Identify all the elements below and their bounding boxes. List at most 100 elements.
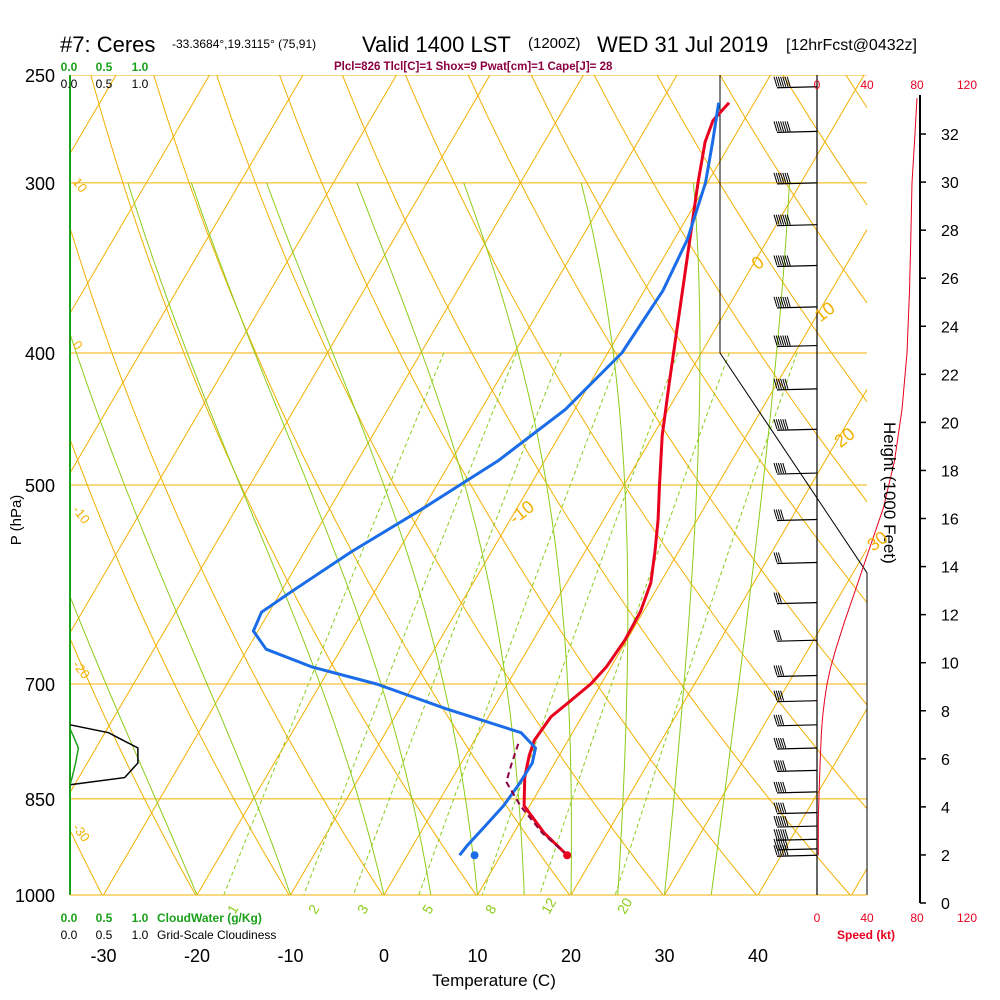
wind-barb-feather xyxy=(777,462,782,474)
wind-barb-feather xyxy=(786,76,791,87)
valid-date: WED 31 Jul 2019 xyxy=(597,32,768,57)
height-tick-label: 10 xyxy=(941,656,959,673)
dry-adiabat xyxy=(90,75,477,895)
wind-barb-feather xyxy=(773,592,778,603)
height-tick-label: 2 xyxy=(941,848,950,865)
wind-barb-feather xyxy=(773,737,778,749)
moist-adiabat xyxy=(70,332,291,895)
wind-barb-feather xyxy=(773,781,778,793)
isotherm-line xyxy=(477,228,867,895)
wind-barb-feather xyxy=(773,462,778,474)
wind-barb xyxy=(773,172,818,185)
isotherm-label: 10 xyxy=(811,298,839,326)
station-title: #7: Ceres xyxy=(60,32,155,57)
wind-barb-feather xyxy=(777,172,782,183)
temperature-tick-label: 20 xyxy=(561,946,581,966)
wind-barb-feather xyxy=(777,665,782,676)
height-axis-title: Height (1000 Feet) xyxy=(880,422,899,564)
wind-barb-feather xyxy=(782,335,787,346)
dry-adiabat xyxy=(70,226,384,895)
wind-barb xyxy=(773,552,818,565)
wind-barb xyxy=(773,335,818,348)
mixing-ratio-line xyxy=(352,352,562,895)
wind-barb-feather xyxy=(773,552,778,563)
wind-barb-feather xyxy=(773,630,778,641)
wind-barb-feather xyxy=(780,76,785,87)
wind-barb-feather xyxy=(773,214,778,225)
wind-barb-feather xyxy=(780,214,785,225)
height-tick-label: 20 xyxy=(941,415,959,432)
wind-barb xyxy=(773,665,818,678)
speed-scale-top-label: 80 xyxy=(910,78,924,92)
wind-barb-shaft xyxy=(776,86,818,89)
wind-barb-shaft xyxy=(776,700,818,703)
wind-barb-feather xyxy=(777,815,782,827)
dewpoint-line xyxy=(251,102,721,857)
wind-barb-feather xyxy=(782,121,787,132)
wind-barb-feather xyxy=(782,737,787,749)
height-tick-label: 8 xyxy=(941,704,950,721)
wind-barb-feather xyxy=(775,462,780,474)
speed-scale-top-label: 120 xyxy=(957,78,977,92)
isotherm-line xyxy=(0,75,23,895)
mixing-ratio-line xyxy=(418,352,621,895)
cloudiness-scale-bottom-label: 0.5 xyxy=(96,928,113,942)
wind-barb-shaft xyxy=(776,724,818,727)
dry-adiabat xyxy=(909,75,1000,895)
wind-barb xyxy=(773,121,818,133)
profile-series xyxy=(251,101,731,860)
wind-barb-feather xyxy=(782,462,787,474)
wind-barb-shaft xyxy=(776,674,818,678)
wind-barb-feather xyxy=(782,76,787,87)
height-tick-label: 28 xyxy=(941,223,959,240)
wind-barb xyxy=(773,815,818,828)
wind-barb-shaft xyxy=(776,224,818,227)
isotherm-line xyxy=(70,75,397,634)
wind-barb-feather xyxy=(773,802,778,813)
wind-barb-feather xyxy=(780,690,785,701)
isotherm-label: -10 xyxy=(505,496,538,528)
dry-adiabat xyxy=(530,75,867,604)
wind-barb-feather xyxy=(775,335,780,346)
wind-barb-feather xyxy=(775,509,780,520)
wind-barb-feather xyxy=(780,760,785,771)
wind-barb-feather xyxy=(775,214,780,225)
temperature-surface-marker xyxy=(563,851,572,860)
wind-barb-feather xyxy=(784,838,789,850)
pressure-tick-label: 500 xyxy=(25,476,55,496)
mixing-ratio-line xyxy=(303,352,517,895)
wind-barb-feather xyxy=(777,592,782,603)
pressure-tick-label: 300 xyxy=(25,174,55,194)
height-tick-label: 30 xyxy=(941,175,959,192)
cloud-scale-top-label: 1.0 xyxy=(132,60,149,74)
wind-barb-feather xyxy=(775,630,780,641)
wind-barb-feather xyxy=(773,815,778,827)
isotherm-line xyxy=(70,75,210,315)
temperature-tick-label: 10 xyxy=(467,946,487,966)
wind-barb-feather xyxy=(773,296,778,308)
wind-barb-feather xyxy=(777,296,782,308)
height-tick-label: 32 xyxy=(941,127,959,144)
mixing-ratio-line xyxy=(481,352,679,895)
wind-barb-feather xyxy=(780,781,785,793)
wind-barb-feather xyxy=(775,255,780,266)
mixing-ratio-label: 3 xyxy=(354,902,372,917)
wind-barb xyxy=(773,714,818,727)
wind-barb-shaft xyxy=(776,472,818,475)
wind-barb xyxy=(773,802,818,815)
wind-barb-feather xyxy=(784,76,789,87)
cloudiness-label: Grid-Scale Cloudiness xyxy=(157,928,276,942)
cloud-scale-bottom-label: 0.0 xyxy=(61,911,78,925)
wind-barb-feather xyxy=(780,378,785,390)
pressure-tick-label: 1000 xyxy=(15,886,55,906)
dry-adiabat-label: -10 xyxy=(70,503,93,527)
wind-barb xyxy=(773,419,818,431)
wind-barb-feather xyxy=(773,419,778,430)
temperature-tick-label: -10 xyxy=(277,946,303,966)
speed-scale-bottom-label: 0 xyxy=(814,911,821,925)
mixing-ratio-label: 2 xyxy=(305,902,323,917)
pressure-tick-label: 850 xyxy=(25,790,55,810)
wind-barb xyxy=(773,845,818,857)
wind-barb xyxy=(773,760,818,772)
